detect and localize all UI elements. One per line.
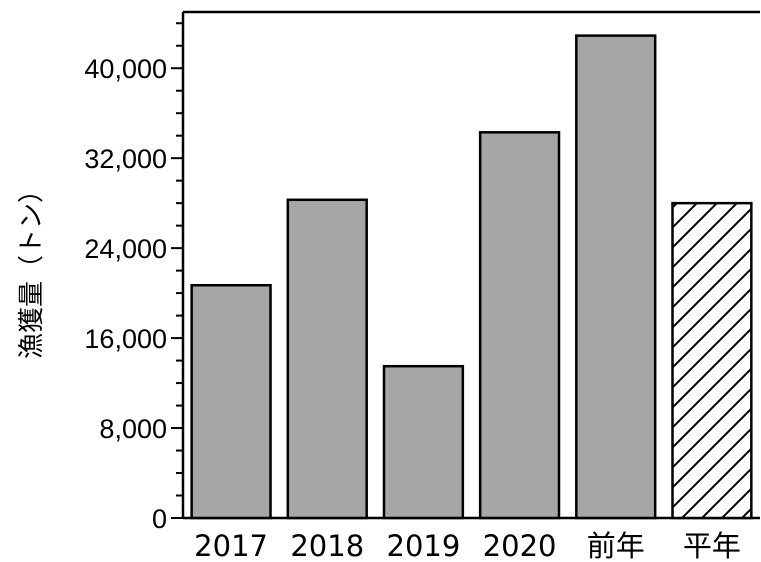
bar-5 [575, 34, 657, 520]
y-axis-title: 漁獲量（トン） [17, 177, 47, 359]
x-tick-label: 2019 [387, 529, 461, 562]
y-tick-label: 40,000 [84, 54, 167, 84]
bar-2 [286, 198, 368, 520]
bar-6 [671, 201, 753, 520]
x-tick-label: 2018 [290, 529, 364, 562]
y-tick-label: 0 [152, 504, 167, 534]
y-tick-label: 24,000 [84, 234, 167, 264]
y-tick-label: 32,000 [84, 144, 167, 174]
y-axis-ticks: 0 8,000 16,000 24,000 32,000 40,000 [84, 22, 183, 534]
bar-1 [190, 283, 272, 520]
x-tick-label: 平年 [683, 529, 741, 562]
x-tick-label: 2020 [483, 529, 557, 562]
x-tick-label: 2017 [194, 529, 268, 562]
y-tick-label: 8,000 [99, 414, 167, 444]
bars-group [190, 34, 753, 520]
x-axis-labels: 2017 2018 2019 2020 前年 平年 [194, 529, 741, 562]
bar-3 [382, 364, 465, 520]
plot-frame [181, 10, 760, 520]
y-tick-label: 16,000 [84, 324, 167, 354]
x-tick-label: 前年 [587, 529, 645, 562]
bar-4 [478, 131, 561, 520]
